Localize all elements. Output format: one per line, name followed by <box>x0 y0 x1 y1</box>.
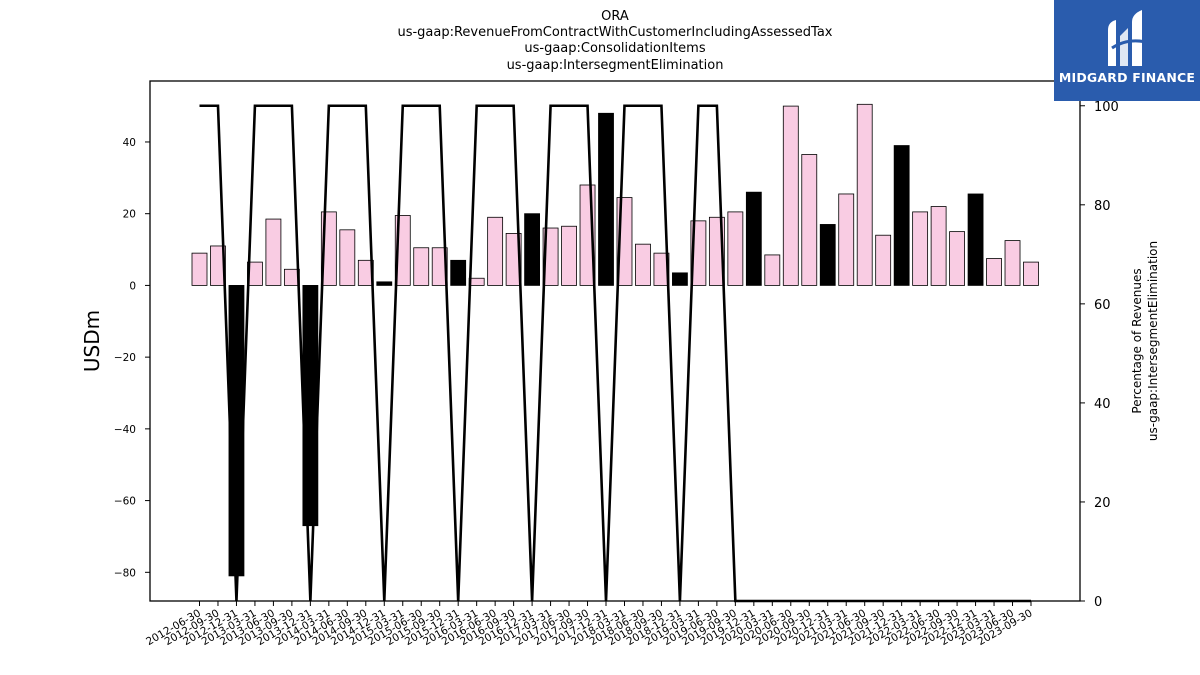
y-axis-label: USDm <box>80 310 104 372</box>
bar <box>376 281 393 286</box>
y2-tick-label: 40 <box>1094 397 1111 412</box>
bar <box>210 245 226 286</box>
bar <box>598 112 614 286</box>
bar-series <box>191 103 1039 577</box>
bar <box>635 243 651 286</box>
bar <box>672 272 688 286</box>
bar <box>949 231 965 286</box>
bar <box>487 216 504 286</box>
logo-text: MIDGARD FINANCE <box>1058 70 1196 85</box>
logo: MIDGARD FINANCE <box>1054 0 1200 101</box>
y2-tick-label: 100 <box>1094 100 1119 115</box>
title-line-3: us-gaap:ConsolidationItems <box>524 41 705 56</box>
y2-tick-label: 60 <box>1094 298 1111 313</box>
bar <box>561 225 577 286</box>
bar <box>1004 240 1021 286</box>
x-axis: 2012-06-302012-09-302012-12-312013-03-31… <box>144 601 1035 648</box>
bar <box>912 211 929 286</box>
bar <box>727 211 744 286</box>
title-line-4: us-gaap:IntersegmentElimination <box>507 58 724 73</box>
bar <box>838 193 855 286</box>
y-axis-right: 0 20 40 60 80 100 <box>1080 100 1119 610</box>
y-tick-label: −60 <box>114 496 136 508</box>
y-tick-label: −20 <box>114 352 136 364</box>
y-tick-label: −40 <box>114 424 136 436</box>
bar <box>413 247 430 286</box>
bar <box>745 191 762 286</box>
bar <box>967 193 984 286</box>
y-tick-label: 40 <box>123 137 136 149</box>
title-line-2: us-gaap:RevenueFromContractWithCustomerI… <box>397 25 832 40</box>
chart-title: ORA us-gaap:RevenueFromContractWithCusto… <box>397 9 832 73</box>
y2-axis-label-line-2: us-gaap:IntersegmentElimination <box>1146 241 1160 441</box>
y-tick-label: −80 <box>114 567 136 579</box>
y2-axis-label-line-1: Percentage of Revenues <box>1130 268 1144 413</box>
bar <box>856 103 873 286</box>
y2-tick-label: 80 <box>1094 199 1111 214</box>
y-tick-label: 20 <box>123 209 136 221</box>
bar <box>801 154 818 286</box>
bar <box>524 213 540 286</box>
bar <box>782 105 799 286</box>
plot-frame <box>149 80 1081 602</box>
y2-tick-label: 0 <box>1094 595 1102 610</box>
bar <box>1023 261 1039 286</box>
bar <box>930 206 947 286</box>
y-tick-label: 0 <box>129 280 136 292</box>
bar <box>542 227 559 286</box>
bar <box>819 224 836 286</box>
bar <box>431 247 448 286</box>
title-line-1: ORA <box>601 9 629 24</box>
bar <box>875 234 892 286</box>
bar <box>265 218 282 286</box>
bar <box>764 254 781 286</box>
bar <box>339 229 356 286</box>
bar <box>986 258 1002 286</box>
bar <box>893 145 910 286</box>
logo-mark-icon <box>1108 10 1147 66</box>
y2-tick-label: 20 <box>1094 496 1111 511</box>
bar <box>191 252 208 286</box>
bar <box>505 233 522 286</box>
bar <box>653 252 670 286</box>
bar <box>450 259 467 286</box>
y-axis-left: −80 −60 −40 −20 0 20 40 <box>114 137 150 579</box>
